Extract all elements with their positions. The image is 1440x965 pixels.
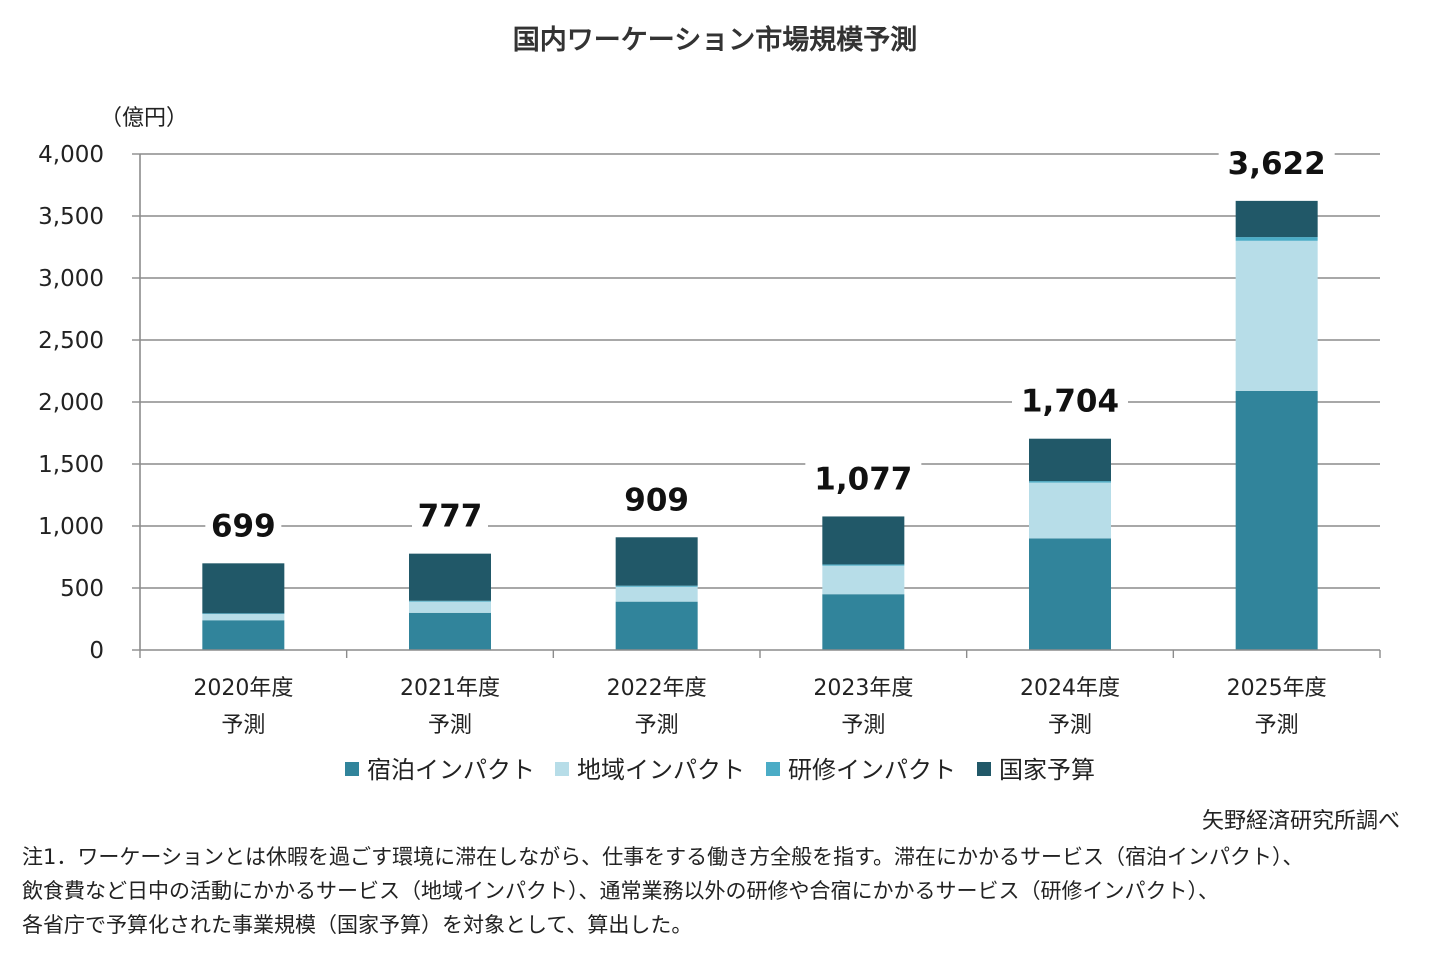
legend-swatch bbox=[977, 762, 991, 776]
x-tick-label: 予測 bbox=[635, 713, 679, 738]
x-tick-label: 2025年度 bbox=[1227, 676, 1327, 701]
bar-segment bbox=[409, 553, 491, 601]
bar-segment bbox=[1235, 240, 1318, 391]
total-label-backing bbox=[1012, 383, 1128, 420]
y-tick-label: 0 bbox=[89, 638, 104, 664]
y-tick-label: 3,000 bbox=[38, 266, 104, 292]
x-tick-label: 2024年度 bbox=[1020, 676, 1120, 701]
bar-segment bbox=[202, 563, 285, 614]
bar-segment bbox=[822, 565, 905, 595]
bar-segment bbox=[1029, 538, 1111, 650]
total-label: 1,704 bbox=[1021, 384, 1119, 420]
chart-title: 国内ワーケーション市場規模予測 bbox=[513, 24, 917, 56]
bar-segment bbox=[202, 620, 285, 650]
y-tick-label: 2,500 bbox=[38, 328, 104, 354]
legend-label: 地域インパクト bbox=[577, 756, 745, 784]
total-label-backing bbox=[805, 461, 922, 498]
x-tick-label: 予測 bbox=[841, 713, 885, 738]
bar-segment bbox=[202, 613, 285, 615]
x-tick-label: 2020年度 bbox=[193, 676, 293, 701]
total-label: 3,622 bbox=[1228, 146, 1326, 182]
x-tick-label: 2021年度 bbox=[400, 676, 500, 701]
bar-segment bbox=[822, 516, 905, 565]
x-tick-label: 予測 bbox=[221, 713, 265, 738]
total-label: 777 bbox=[418, 499, 483, 535]
y-axis-unit-label: （億円） bbox=[100, 106, 188, 131]
bar-segment bbox=[202, 614, 285, 621]
footnote-line: 各省庁で予算化された事業規模（国家予算）を対象として、算出した。 bbox=[22, 913, 693, 937]
legend-label: 研修インパクト bbox=[788, 756, 956, 784]
bar-segment bbox=[1029, 481, 1111, 483]
bar-segment bbox=[615, 601, 698, 650]
bar-segment bbox=[409, 601, 491, 613]
x-tick-label: 予測 bbox=[428, 713, 472, 738]
x-tick-label: 2023年度 bbox=[813, 676, 913, 701]
x-tick-label: 予測 bbox=[1255, 713, 1299, 738]
bar-segment bbox=[409, 612, 491, 650]
total-label-backing bbox=[1218, 145, 1335, 182]
bar-segment bbox=[1235, 390, 1318, 650]
bar-segment bbox=[822, 594, 905, 650]
total-label: 1,077 bbox=[814, 461, 912, 497]
y-tick-label: 2,000 bbox=[38, 390, 104, 416]
footnote-line: 注1．ワーケーションとは休暇を過ごす環境に滞在しながら、仕事をする働き方全般を指… bbox=[22, 845, 1304, 869]
bar-segment bbox=[615, 585, 698, 587]
bar-segment bbox=[1029, 438, 1111, 482]
bar-segment bbox=[1235, 200, 1318, 238]
bar-segment bbox=[615, 586, 698, 602]
legend-swatch bbox=[555, 762, 569, 776]
market-size-chart: 国内ワーケーション市場規模予測 （億円） 699 777 909 1,077 1,704… bbox=[38, 24, 1381, 784]
bar-segment bbox=[1235, 237, 1318, 241]
legend-swatch bbox=[766, 762, 780, 776]
legend-swatch bbox=[345, 762, 359, 776]
bar-segment bbox=[615, 537, 698, 586]
total-label: 699 bbox=[211, 508, 276, 544]
total-label-backing bbox=[412, 498, 488, 535]
y-tick-label: 500 bbox=[60, 576, 104, 602]
total-label-backing bbox=[205, 508, 282, 545]
bar-segment bbox=[409, 600, 491, 602]
total-label: 909 bbox=[624, 482, 689, 518]
y-tick-label: 3,500 bbox=[38, 204, 104, 230]
footnote-line: 飲食費など日中の活動にかかるサービス（地域インパクト）、通常業務以外の研修や合宿… bbox=[22, 879, 1219, 903]
legend-label: 国家予算 bbox=[999, 756, 1095, 784]
bar-segment bbox=[822, 564, 905, 566]
footnote: 注1．ワーケーションとは休暇を過ごす環境に滞在しながら、仕事をする働き方全般を指… bbox=[22, 840, 1422, 942]
bar-segment bbox=[1029, 482, 1111, 539]
x-tick-label: 予測 bbox=[1048, 713, 1092, 738]
y-tick-label: 1,000 bbox=[38, 514, 104, 540]
y-tick-label: 1,500 bbox=[38, 452, 104, 478]
source-credit: 矢野経済研究所調べ bbox=[1201, 809, 1400, 834]
x-tick-label: 2022年度 bbox=[607, 676, 707, 701]
y-tick-label: 4,000 bbox=[38, 142, 104, 168]
legend-label: 宿泊インパクト bbox=[367, 756, 535, 784]
total-label-backing bbox=[618, 482, 695, 519]
